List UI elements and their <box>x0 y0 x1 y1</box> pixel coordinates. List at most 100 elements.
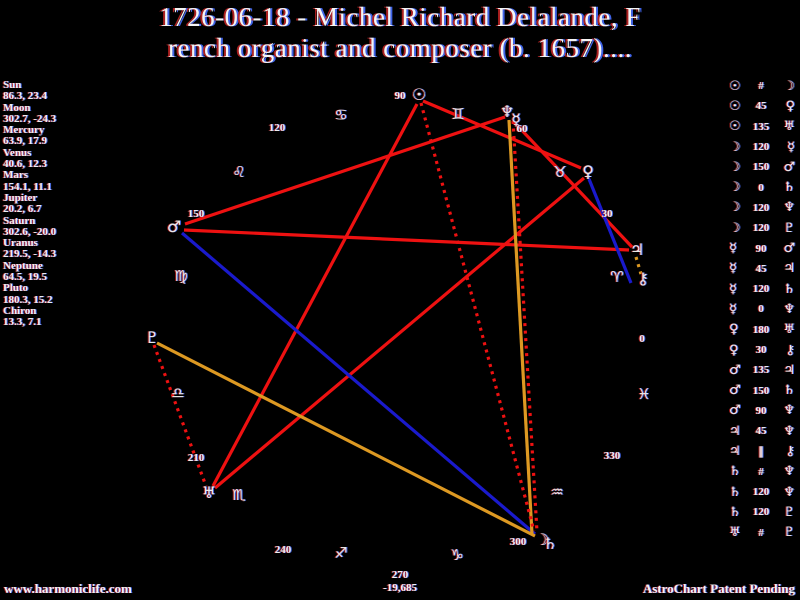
aspect-row: ♄ 120 ♆ <box>729 482 799 502</box>
aspect-planet2-glyph: ♆ <box>783 301 795 317</box>
aspect-planet1-glyph: ♃ <box>729 423 741 439</box>
aspect-row: ♂ 135 ♃ <box>729 360 799 380</box>
mercury-planet-icon: ☿ <box>511 110 521 129</box>
aspect-row: ☽ 120 ☿ <box>729 137 799 157</box>
aspect-value: # <box>758 465 764 478</box>
leo-sign-icon: ♌ <box>232 163 246 181</box>
planet-coords-venus: 40.6, 12.3 <box>3 158 47 171</box>
aspect-value: 180 <box>752 323 770 336</box>
uranus-planet-icon: ♅ <box>201 483 217 502</box>
aries-sign-icon: ♈ <box>610 268 624 286</box>
gemini-sign-icon: ♊ <box>451 105 465 123</box>
capricorn-sign-icon: ♑ <box>450 546 464 564</box>
page-title: 1726-06-18 - Michel Richard Delalande, F… <box>0 2 800 64</box>
aspect-planet2-glyph: ♄ <box>783 383 795 399</box>
planet-name-saturn: Saturn <box>3 214 36 227</box>
planet-name-chiron: Chiron <box>3 304 37 317</box>
aspect-planet2-glyph: ♄ <box>783 281 795 297</box>
aspect-planet1-glyph: ♄ <box>729 504 741 520</box>
planet-coords-uranus: 219.5, -14.3 <box>3 248 57 261</box>
aspect-value: 45 <box>755 425 767 438</box>
aspect-planet1-glyph: ☽ <box>729 220 741 236</box>
aspect-planet1-glyph: ♄ <box>729 464 741 480</box>
cancer-sign-icon: ♋ <box>334 106 348 124</box>
aspect-line-mars-90-neptune <box>184 115 506 226</box>
aspect-line-sun-135-uranus <box>211 103 419 487</box>
aspect-planet1-glyph: ♅ <box>729 525 741 541</box>
degree-label-90: 90 <box>394 90 406 102</box>
planet-name-pluto: Pluto <box>3 282 29 295</box>
aspect-planet2-glyph: ♆ <box>783 484 795 500</box>
aspect-row: ☽ 150 ♂ <box>729 157 799 177</box>
aspect-planet2-glyph: ⚷ <box>785 443 795 459</box>
aspect-value: 135 <box>752 120 770 133</box>
sagittarius-sign-icon: ♐ <box>334 544 348 562</box>
degree-label-30: 30 <box>601 208 613 220</box>
aspect-value: 0 <box>758 303 764 316</box>
aspect-table: ☉ # ☽ ☉ 45 ♀ ☉ 135 ♅ ☽ 120 ☿ ☽ 150 ♂ ☽ 0 ♄ ☽ 120 ♆ ☽ 120 ♇ ☿ 90 ♂ ☿… <box>729 76 799 543</box>
aspect-planet1-glyph: ☿ <box>729 261 737 277</box>
planet-coords-mars: 154.1, 11.1 <box>3 180 52 193</box>
aspect-row: ♃ 45 ♆ <box>729 421 799 441</box>
aspect-value: ∥ <box>758 445 764 458</box>
planet-coords-pluto: 180.3, 15.2 <box>3 293 53 306</box>
degree-label-330: 330 <box>603 450 621 462</box>
planet-name-mercury: Mercury <box>3 124 45 137</box>
aspect-planet1-glyph: ☽ <box>729 139 741 155</box>
aspect-line-sun-cp-moon <box>419 102 536 532</box>
planet-name-uranus: Uranus <box>3 237 38 250</box>
aspect-value: 45 <box>755 100 767 113</box>
degree-label-210: 210 <box>187 452 205 464</box>
planet-position-list: Sun 86.3, 23.4 Moon 302.7, -24.3 Mercury 63.9… <box>3 79 133 329</box>
aspect-line-mercury-45-jupiter <box>512 120 634 249</box>
aspect-line-sun-45-venus <box>422 99 582 170</box>
pisces-sign-icon: ♓ <box>637 385 651 403</box>
planet-coords-sun: 86.3, 23.4 <box>3 90 47 103</box>
aspect-planet1-glyph: ☉ <box>729 98 741 114</box>
aspect-row: ☿ 45 ♃ <box>729 259 799 279</box>
aspect-row: ♄ 120 ♇ <box>729 502 799 522</box>
aspect-value: 90 <box>755 404 767 417</box>
aspect-planet2-glyph: ♅ <box>783 119 795 135</box>
aspect-line-venus-30-chiron <box>587 178 633 284</box>
aspect-planet2-glyph: ♆ <box>783 200 795 216</box>
planet-coords-mercury: 63.9, 17.9 <box>3 135 47 148</box>
aspect-planet1-glyph: ♂ <box>729 362 741 378</box>
aspect-planet2-glyph: ♇ <box>783 504 795 520</box>
aspect-value: 45 <box>755 262 767 275</box>
aspect-value: 0 <box>758 181 764 194</box>
aspect-row: ☿ 90 ♂ <box>729 238 799 258</box>
planet-name-neptune: Neptune <box>3 259 43 272</box>
saturn-planet-icon: ♄ <box>542 534 558 553</box>
aspect-planet1-glyph: ♃ <box>729 443 741 459</box>
planet-name-moon: Moon <box>3 101 31 114</box>
aspect-planet2-glyph: ⚷ <box>785 342 795 358</box>
aspect-value: 120 <box>752 141 770 154</box>
aspect-planet2-glyph: ♃ <box>783 362 795 378</box>
aspect-row: ☿ 120 ♄ <box>729 279 799 299</box>
aspect-planet2-glyph: ☿ <box>787 139 795 155</box>
aspect-row: ☉ 45 ♀ <box>729 96 799 116</box>
degree-label-0: 0 <box>639 333 645 345</box>
aspect-row: ♀ 30 ⚷ <box>729 340 799 360</box>
aspect-row: ♂ 90 ♆ <box>729 401 799 421</box>
degree-label-150: 150 <box>187 208 205 220</box>
aspect-line-neptune-120-saturn <box>507 119 534 535</box>
aspect-row: ♃ ∥ ⚷ <box>729 441 799 461</box>
planet-coords-moon: 302.7, -24.3 <box>3 112 57 125</box>
aspect-line-venus-180-uranus <box>213 176 586 490</box>
aspect-planet1-glyph: ♀ <box>729 342 739 358</box>
aspect-value: 120 <box>752 201 770 214</box>
aspect-row: ☉ 135 ♅ <box>729 117 799 137</box>
aspect-value: 120 <box>752 222 770 235</box>
aspect-row: ♅ # ♇ <box>729 523 799 543</box>
aspect-value: # <box>758 80 764 93</box>
aspect-planet1-glyph: ♂ <box>729 403 741 419</box>
aspect-row: ♀ 180 ♅ <box>729 320 799 340</box>
aspect-line-saturn-cp-neptune <box>511 120 539 533</box>
epoch-value: -19,685 <box>383 582 417 594</box>
aspect-planet2-glyph: ♇ <box>783 525 795 541</box>
libra-sign-icon: ♎ <box>171 384 185 402</box>
